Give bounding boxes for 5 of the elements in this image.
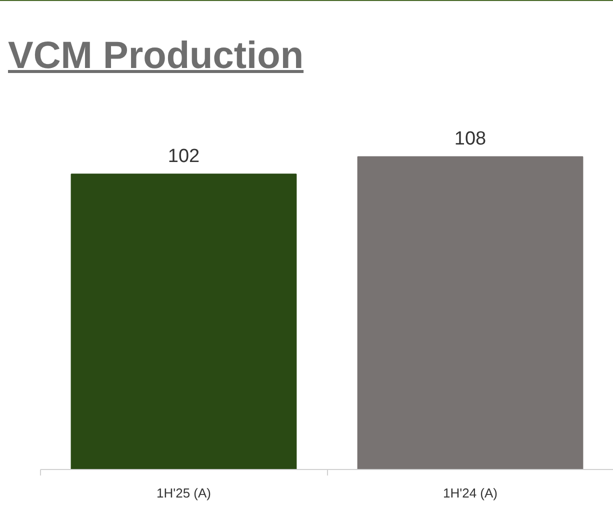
x-tick-label: 1H'25 (A) bbox=[156, 486, 212, 500]
x-tick-label: 1H'24 (A) bbox=[443, 486, 498, 500]
chart-title: VCM Production bbox=[8, 34, 304, 79]
data-label: 102 bbox=[168, 146, 200, 168]
data-label: 108 bbox=[454, 128, 486, 150]
